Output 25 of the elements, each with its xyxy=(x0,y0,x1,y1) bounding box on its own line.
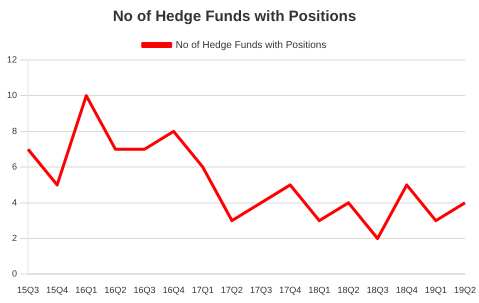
x-tick-label: 15Q4 xyxy=(46,285,68,296)
x-tick-label: 16Q2 xyxy=(104,285,126,296)
x-tick-label: 17Q2 xyxy=(220,285,243,296)
y-tick-label: 10 xyxy=(6,90,18,100)
y-tick-label: 4 xyxy=(12,197,18,208)
y-tick-label: 0 xyxy=(12,268,18,279)
y-tick-label: 8 xyxy=(12,126,18,136)
y-tick-label: 6 xyxy=(12,162,18,172)
x-tick-label: 18Q3 xyxy=(366,285,389,296)
x-tick-label: 19Q2 xyxy=(454,285,476,296)
x-tick-label: 18Q4 xyxy=(396,285,418,296)
x-tick-label: 18Q1 xyxy=(308,285,330,296)
x-tick-label: 17Q1 xyxy=(192,285,214,296)
x-tick-label: 17Q4 xyxy=(279,285,302,296)
x-tick-label: 16Q1 xyxy=(75,285,98,296)
x-tick-label: 16Q4 xyxy=(162,285,185,296)
x-tick-label: 15Q3 xyxy=(16,285,40,296)
y-tick-label: 2 xyxy=(12,232,18,243)
y-tick-label: 12 xyxy=(6,54,18,64)
x-tick-label: 17Q3 xyxy=(250,285,272,296)
chart-title: No of Hedge Funds with Positions xyxy=(112,8,356,26)
x-tick-label: 19Q1 xyxy=(424,285,447,296)
legend-label: No of Hedge Funds with Positions xyxy=(176,40,326,51)
x-tick-label: 18Q2 xyxy=(337,285,360,296)
x-tick-label: 16Q3 xyxy=(134,285,156,296)
